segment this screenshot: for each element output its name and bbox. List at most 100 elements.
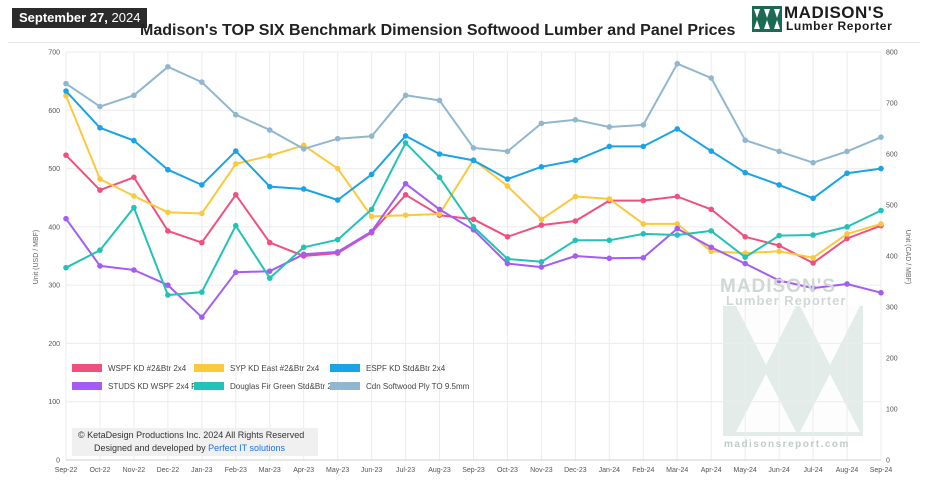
data-point[interactable] xyxy=(572,157,579,164)
data-point[interactable] xyxy=(199,182,205,188)
data-point[interactable] xyxy=(538,164,545,170)
data-point[interactable] xyxy=(402,92,409,99)
data-point[interactable] xyxy=(640,197,647,204)
data-point[interactable] xyxy=(742,250,748,256)
data-point[interactable] xyxy=(63,92,69,99)
data-point[interactable] xyxy=(776,232,782,239)
data-point[interactable] xyxy=(334,135,341,142)
data-point[interactable] xyxy=(640,254,647,261)
data-point[interactable] xyxy=(878,289,884,296)
data-point[interactable] xyxy=(97,263,103,269)
data-point[interactable] xyxy=(674,193,681,200)
data-point[interactable] xyxy=(844,235,850,242)
data-point[interactable] xyxy=(368,228,375,235)
data-point[interactable] xyxy=(165,209,171,216)
data-point[interactable] xyxy=(844,281,850,287)
legend-item[interactable]: WSPF KD #2&Btr 2x4 xyxy=(72,362,186,374)
legend-item[interactable]: ESPF KD Std&Btr 2x4 xyxy=(330,362,445,374)
data-point[interactable] xyxy=(606,124,613,130)
data-point[interactable] xyxy=(504,183,511,189)
data-point[interactable] xyxy=(63,88,69,94)
data-point[interactable] xyxy=(776,248,782,255)
data-point[interactable] xyxy=(742,254,748,260)
data-point[interactable] xyxy=(165,282,171,288)
data-point[interactable] xyxy=(538,120,545,127)
legend-item[interactable]: Douglas Fir Green Std&Btr 2x4 xyxy=(194,380,340,392)
data-point[interactable] xyxy=(810,232,816,238)
data-point[interactable] xyxy=(131,267,137,273)
data-point[interactable] xyxy=(97,187,103,193)
data-point[interactable] xyxy=(538,259,545,265)
data-point[interactable] xyxy=(504,256,511,262)
data-point[interactable] xyxy=(742,233,748,240)
data-point[interactable] xyxy=(878,134,884,140)
data-point[interactable] xyxy=(131,174,137,181)
data-point[interactable] xyxy=(674,232,681,238)
data-point[interactable] xyxy=(504,148,511,155)
data-point[interactable] xyxy=(810,254,816,261)
data-point[interactable] xyxy=(300,244,307,251)
data-point[interactable] xyxy=(844,148,850,155)
data-point[interactable] xyxy=(810,260,816,266)
data-point[interactable] xyxy=(266,183,273,190)
data-point[interactable] xyxy=(538,222,545,228)
data-point[interactable] xyxy=(776,242,782,249)
data-point[interactable] xyxy=(63,215,69,222)
data-point[interactable] xyxy=(640,231,647,237)
data-point[interactable] xyxy=(470,224,477,230)
data-point[interactable] xyxy=(776,182,782,188)
data-point[interactable] xyxy=(436,206,443,213)
data-point[interactable] xyxy=(708,148,715,154)
data-point[interactable] xyxy=(199,289,205,295)
data-point[interactable] xyxy=(63,152,69,158)
data-point[interactable] xyxy=(504,176,511,182)
data-point[interactable] xyxy=(674,60,681,67)
data-point[interactable] xyxy=(131,193,137,199)
data-point[interactable] xyxy=(402,192,409,198)
data-point[interactable] xyxy=(640,122,647,128)
data-point[interactable] xyxy=(504,233,511,240)
data-point[interactable] xyxy=(844,231,850,237)
data-point[interactable] xyxy=(776,148,782,155)
data-point[interactable] xyxy=(708,244,715,251)
data-point[interactable] xyxy=(708,75,715,81)
data-point[interactable] xyxy=(538,264,545,270)
data-point[interactable] xyxy=(436,211,443,217)
data-point[interactable] xyxy=(572,237,579,244)
data-point[interactable] xyxy=(708,206,715,213)
data-point[interactable] xyxy=(436,174,443,181)
madisons-logo[interactable]: MADISON'S Lumber Reporter xyxy=(752,3,924,33)
data-point[interactable] xyxy=(572,117,579,123)
data-point[interactable] xyxy=(402,212,409,218)
data-point[interactable] xyxy=(334,249,341,255)
data-point[interactable] xyxy=(266,127,273,133)
data-point[interactable] xyxy=(810,285,816,291)
data-point[interactable] xyxy=(470,216,477,223)
data-point[interactable] xyxy=(640,221,647,227)
data-point[interactable] xyxy=(640,143,647,150)
data-point[interactable] xyxy=(165,166,171,173)
data-point[interactable] xyxy=(572,218,579,224)
data-point[interactable] xyxy=(504,260,511,267)
data-point[interactable] xyxy=(402,133,409,139)
data-point[interactable] xyxy=(572,253,579,259)
data-point[interactable] xyxy=(810,195,816,202)
data-point[interactable] xyxy=(131,92,137,99)
data-point[interactable] xyxy=(470,145,477,151)
legend-item[interactable]: SYP KD East #2&Btr 2x4 xyxy=(194,362,319,374)
data-point[interactable] xyxy=(63,264,69,271)
data-point[interactable] xyxy=(131,137,137,144)
data-point[interactable] xyxy=(844,224,850,230)
data-point[interactable] xyxy=(878,207,884,214)
data-point[interactable] xyxy=(334,236,341,243)
data-point[interactable] xyxy=(232,161,239,167)
data-point[interactable] xyxy=(606,196,613,202)
data-point[interactable] xyxy=(878,221,884,227)
data-point[interactable] xyxy=(165,228,171,234)
data-point[interactable] xyxy=(402,180,409,187)
data-point[interactable] xyxy=(674,221,681,227)
data-point[interactable] xyxy=(708,228,715,234)
data-point[interactable] xyxy=(199,210,205,217)
data-point[interactable] xyxy=(232,148,239,154)
data-point[interactable] xyxy=(436,97,443,104)
